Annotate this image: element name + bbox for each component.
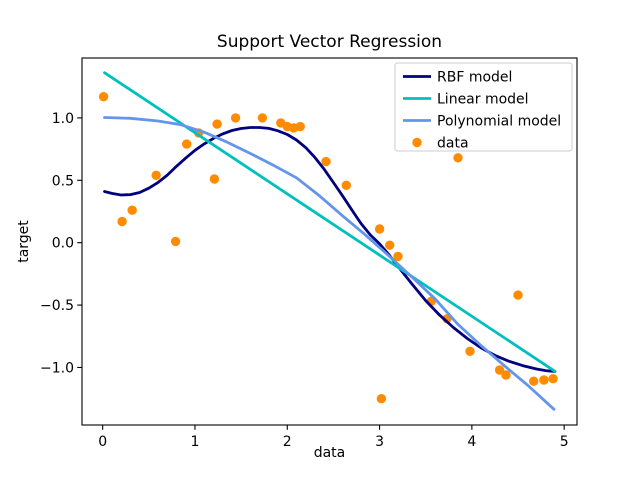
legend-marker-swatch [412,137,422,148]
plot-border [81,57,578,426]
y-axis-label: target [16,220,32,263]
data-point [151,170,161,180]
x-tick-label: 4 [467,434,476,450]
data-point [513,290,523,300]
polynomial-model-line [103,116,556,411]
data-point [341,180,351,190]
data-point [209,174,220,184]
data-point [127,205,137,215]
data-point [170,236,181,247]
data-point [376,394,387,404]
legend-label: RBF model [437,69,512,85]
data-point [548,374,558,384]
rbf-model-line [103,126,557,373]
legend-label: Linear model [437,91,529,107]
legend: RBF model Linear model Polynomial model dat… [394,62,573,152]
x-axis-label: data [314,445,346,461]
x-tick-label: 3 [375,434,384,450]
data-point [385,240,395,250]
x-tick-label: 5 [560,434,569,450]
data-point [494,365,505,375]
data-point [501,370,511,380]
data-point [117,216,127,227]
data-point [182,139,192,149]
data-point [295,121,305,132]
line-layer [103,71,557,411]
x-tick-label: 0 [98,434,107,450]
y-tick-label: −1.0 [40,360,74,376]
data-point [230,113,241,123]
data-point [393,251,403,262]
data-point [98,92,109,102]
legend-label: Polynomial model [437,113,561,129]
y-tick-label: 1.0 [52,111,74,127]
y-tick-label: −0.5 [40,298,74,314]
chart-title: Support Vector Regression [217,32,442,52]
data-point [529,376,539,386]
y-tick-label: 0.0 [52,236,74,252]
data-point [257,113,268,123]
y-axis: 1.0 0.5 0.0 −0.5 −1.0 [40,111,82,376]
data-point [465,346,475,356]
data-point [212,119,222,129]
x-axis: 0 1 2 3 4 5 [98,425,569,450]
x-tick-label: 1 [191,434,200,450]
data-point [374,224,385,234]
legend-box [394,62,573,152]
data-point [539,375,549,385]
data-point [453,153,463,163]
legend-label: data [437,135,469,151]
data-point [321,156,331,167]
x-tick-label: 2 [283,434,292,450]
linear-model-line [103,71,557,373]
y-tick-label: 0.5 [52,173,74,189]
